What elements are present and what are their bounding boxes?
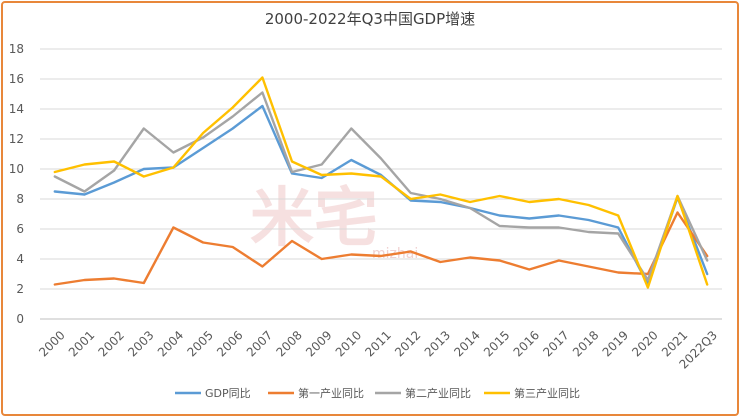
x-tick-label: 2013: [422, 328, 453, 359]
x-tick-label: 2010: [333, 328, 364, 359]
y-tick-label: 4: [16, 252, 24, 266]
x-tick-label: 2017: [540, 328, 571, 359]
series-line-2: [53, 211, 709, 286]
legend: GDP同比 第一产业同比 第二产业同比 第三产业同比: [175, 386, 580, 400]
series-lines: [53, 76, 709, 289]
y-tick-label: 14: [9, 102, 24, 116]
x-tick-label: 2003: [125, 328, 156, 359]
y-tick-label: 18: [9, 42, 24, 56]
y-tick-label: 6: [16, 222, 24, 236]
series-line-4: [53, 76, 709, 289]
x-tick-label: 2012: [392, 328, 423, 359]
legend-label: 第三产业同比: [514, 386, 580, 400]
x-tick-label: 2015: [481, 328, 512, 359]
x-tick-label: 2016: [511, 328, 542, 359]
y-tick-label: 8: [16, 192, 24, 206]
x-tick-label: 2001: [66, 328, 97, 359]
x-tick-label: 2009: [303, 328, 334, 359]
chart-title: 2000-2022年Q3中国GDP增速: [264, 10, 476, 28]
y-tick-label: 16: [9, 72, 24, 86]
x-tick-label: 2019: [600, 328, 631, 359]
x-tick-label: 2018: [570, 328, 601, 359]
x-tick-label: 2007: [244, 328, 275, 359]
legend-label: 第一产业同比: [298, 386, 364, 400]
legend-label: 第二产业同比: [405, 386, 471, 400]
x-tick-label: 2014: [451, 328, 482, 359]
x-tick-label: 2011: [362, 328, 393, 359]
watermark: 米宅 mizhai: [250, 182, 418, 262]
y-tick-label: 2: [16, 282, 24, 296]
x-tick-label: 2008: [273, 328, 304, 359]
x-tick-label: 2020: [629, 328, 660, 359]
legend-label: GDP同比: [205, 387, 251, 400]
watermark-text: 米宅: [250, 182, 378, 256]
x-tick-label: 2002: [96, 328, 127, 359]
grid: [40, 48, 722, 320]
y-axis: 0 2 4 6 8 10 12 14 16 18: [9, 42, 24, 326]
x-tick-label: 2000: [36, 328, 67, 359]
x-tick-label: 2006: [214, 328, 245, 359]
y-tick-label: 10: [9, 162, 24, 176]
x-tick-label: 2004: [155, 328, 186, 359]
series-line-1: [53, 104, 709, 286]
x-tick-label: 2005: [184, 328, 215, 359]
y-tick-label: 0: [16, 312, 24, 326]
x-axis: 2000200120022003200420052006200720082009…: [36, 328, 720, 372]
y-tick-label: 12: [9, 132, 24, 146]
series-line-3: [53, 91, 709, 282]
